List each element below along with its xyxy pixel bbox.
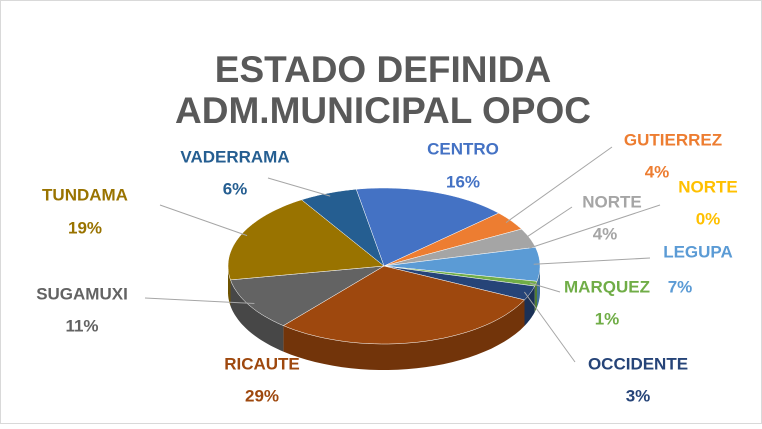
data-label-name: SUGAMUXI bbox=[36, 284, 128, 303]
slice-side bbox=[534, 281, 537, 313]
data-label-value: 4% bbox=[645, 162, 670, 181]
leader-line bbox=[529, 204, 661, 249]
data-label-name: RICAUTE bbox=[224, 354, 300, 373]
data-label-name: TUNDAMA bbox=[42, 185, 128, 204]
slice bbox=[383, 212, 522, 267]
chart-title: ADM.MUNICIPAL OPOC bbox=[175, 90, 591, 131]
slice bbox=[383, 228, 536, 267]
slice bbox=[230, 265, 385, 326]
leader-line bbox=[159, 204, 248, 237]
chart-title: ESTADO DEFINIDA bbox=[215, 49, 551, 90]
slice-side bbox=[537, 266, 540, 308]
data-label-name: MARQUEZ bbox=[564, 277, 650, 296]
leader-line bbox=[267, 177, 331, 197]
data-label-name: CENTRO bbox=[427, 139, 499, 158]
slice-side bbox=[228, 266, 231, 306]
data-label-value: 16% bbox=[446, 172, 480, 191]
data-label-value: 1% bbox=[595, 309, 620, 328]
data-label-name: OCCIDENTE bbox=[588, 354, 688, 373]
data-label-name: NORTE bbox=[582, 192, 642, 211]
data-label-value: 11% bbox=[65, 316, 98, 335]
data-label-value: 7% bbox=[668, 277, 693, 296]
slice-side bbox=[283, 299, 525, 370]
data-label-value: 4% bbox=[593, 224, 618, 243]
data-label-name: VADERRAMA bbox=[180, 147, 289, 166]
data-label-value: 0% bbox=[696, 209, 721, 228]
data-label-value: 19% bbox=[68, 218, 102, 237]
leader-line bbox=[533, 257, 651, 265]
slice-side bbox=[230, 279, 284, 352]
slice bbox=[282, 265, 526, 345]
data-label-value: 6% bbox=[223, 179, 248, 198]
data-label-name: NORTE bbox=[678, 177, 738, 196]
leader-line bbox=[523, 291, 576, 363]
data-label-name: GUTIERREZ bbox=[624, 130, 722, 149]
leader-line bbox=[144, 297, 255, 304]
leader-line bbox=[505, 146, 613, 224]
data-label-name: LEGUPA bbox=[663, 242, 733, 261]
slice bbox=[383, 265, 536, 301]
slice bbox=[355, 187, 500, 267]
leader-line bbox=[523, 206, 573, 240]
slice bbox=[227, 199, 385, 281]
slice bbox=[301, 188, 385, 267]
slice-side bbox=[524, 286, 535, 326]
data-label-value: 3% bbox=[626, 386, 651, 405]
data-label-value: 29% bbox=[245, 386, 279, 405]
leader-line bbox=[529, 282, 561, 293]
